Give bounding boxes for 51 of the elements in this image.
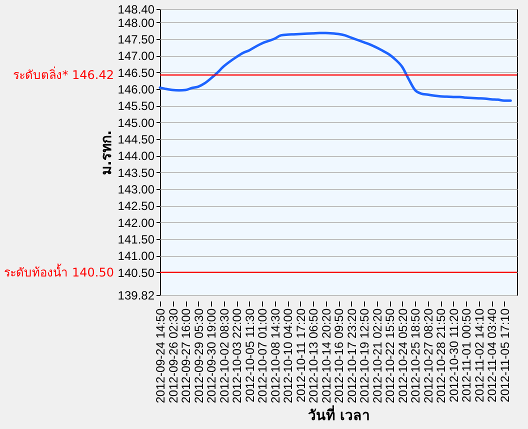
y-tick-label: 139.82: [118, 288, 155, 302]
x-tick-label: 2012-10-24 05:20: [396, 308, 410, 404]
x-tick-label: 2012-10-05 11:30: [242, 308, 257, 402]
y-tick-label: 141.00: [118, 249, 155, 264]
y-tick-label: 141.50: [118, 232, 155, 246]
ref-line-label: ระดับตลิ่ง* 146.42: [13, 66, 114, 82]
x-tick-label: 2012-09-24 14:50: [154, 308, 168, 404]
x-tick-label: 2012-10-25 18:50: [408, 308, 422, 404]
x-tick-label: 2012-10-28 21:50: [434, 308, 448, 404]
x-tick-label: 2012-09-26 02:30: [166, 308, 180, 404]
y-tick-label: 144.50: [118, 132, 155, 146]
y-tick-label: 147.50: [118, 32, 155, 46]
y-tick-label: 148.40: [118, 2, 155, 16]
x-axis-title: วันที่ เวลา: [308, 405, 370, 424]
x-tick-label: 2012-09-27 16:00: [179, 308, 193, 404]
x-tick-label: 2012-11-02 14:10: [472, 308, 486, 402]
x-tick-label: 2012-11-04 03:40: [485, 308, 499, 402]
x-tick-label: 2012-10-03 22:00: [230, 308, 244, 404]
y-tick-label: 145.00: [118, 116, 155, 130]
y-tick-label: 146.50: [118, 66, 155, 80]
y-tick-label: 143.00: [118, 182, 155, 196]
y-tick-label: 140.50: [118, 266, 155, 280]
y-tick-label: 142.50: [118, 199, 155, 214]
x-tick-label: 2012-10-16 09:50: [332, 308, 346, 404]
y-tick-label: 147.00: [118, 49, 155, 64]
x-tick-label: 2012-09-29 05:30: [192, 308, 206, 404]
x-tick-label: 2012-10-07 01:00: [256, 308, 270, 404]
x-tick-label: 2012-10-21 02:20: [370, 308, 384, 404]
y-tick-label: 146.00: [118, 82, 155, 96]
x-tick-label: 2012-10-10 04:00: [281, 308, 295, 404]
y-tick-label: 148.00: [118, 16, 155, 30]
x-tick-label: 2012-10-08 14:30: [268, 308, 282, 404]
x-tick-label: 2012-10-27 08:20: [421, 308, 436, 404]
ref-line-label: ระดับท้องน้ำ 140.50: [4, 263, 114, 280]
y-tick-label: 144.00: [118, 149, 155, 164]
y-tick-label: 143.50: [118, 166, 155, 180]
y-tick-label: 142.00: [118, 216, 155, 230]
x-tick-label: 2012-10-13 06:50: [306, 308, 320, 404]
x-tick-label: 2012-09-30 19:00: [204, 308, 218, 404]
x-tick-label: 2012-11-05 17:10: [498, 308, 512, 402]
x-tick-label: 2012-10-02 08:30: [217, 308, 232, 404]
x-tick-label: 2012-10-17 23:20: [344, 308, 359, 404]
y-axis-title: ม.รทก.: [98, 130, 115, 175]
x-tick-label: 2012-11-01 00:50: [460, 308, 474, 402]
x-tick-label: 2012-10-19 12:50: [358, 308, 372, 404]
x-tick-label: 2012-10-22 15:50: [383, 308, 397, 404]
x-tick-label: 2012-10-14 20:20: [319, 308, 334, 404]
line-series: [158, 32, 512, 102]
x-tick-label: 2012-10-11 17:20: [294, 308, 308, 402]
x-tick-label: 2012-10-30 11:20: [446, 308, 461, 402]
y-tick-label: 145.50: [118, 99, 155, 114]
